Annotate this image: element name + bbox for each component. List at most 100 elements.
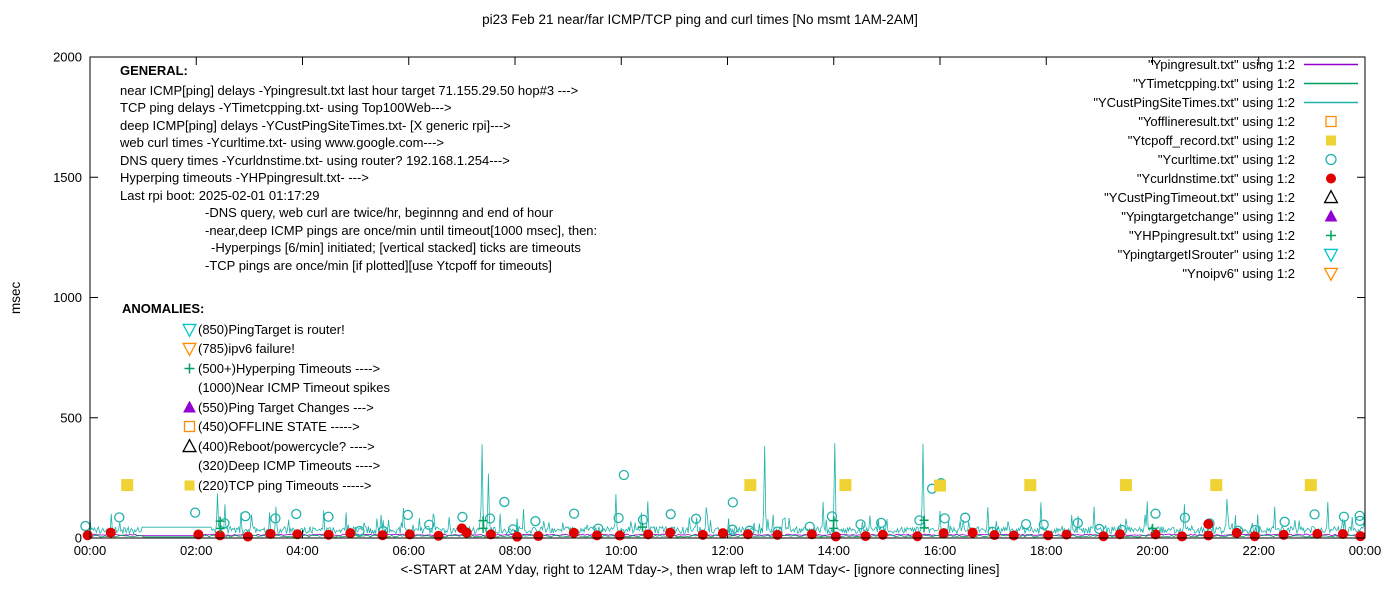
circle-filled-icon <box>242 531 253 542</box>
circle-filled-icon <box>1231 527 1242 538</box>
square-filled-icon <box>839 479 852 492</box>
x-tick-label: 10:00 <box>605 543 638 558</box>
x-tick-label: 16:00 <box>924 543 957 558</box>
triangle-filled-icon <box>182 399 197 416</box>
legend-marker <box>1302 265 1360 282</box>
legend-label: "YCustPingSiteTimes.txt" using 1:2 <box>1093 95 1295 110</box>
circle-open-icon <box>1179 512 1191 523</box>
circle-filled-icon <box>938 528 949 539</box>
circle-filled-icon <box>1008 530 1019 541</box>
x-tick-label: 14:00 <box>817 543 850 558</box>
circle-filled-icon <box>292 529 303 540</box>
circle-filled-icon <box>345 528 356 539</box>
circle-filled-icon <box>533 531 544 542</box>
circle-filled-icon <box>614 530 625 541</box>
y-tick-label: 500 <box>60 410 82 425</box>
legend-marker <box>1302 56 1360 73</box>
square-filled-icon <box>744 479 757 492</box>
triangle-down-open-icon <box>1323 267 1339 282</box>
circle-filled-icon <box>772 529 783 540</box>
circle-filled-icon <box>1326 173 1336 184</box>
circle-filled-icon <box>1114 529 1125 540</box>
circle-open-icon <box>875 517 887 529</box>
anomaly-label: (450)OFFLINE STATE -----> <box>198 419 360 434</box>
plus-icon <box>1148 523 1157 533</box>
legend-item: "Ypingresult.txt" using 1:2 <box>1093 55 1360 74</box>
plus-icon <box>215 516 225 526</box>
plus-icon <box>184 363 195 374</box>
anomalies-block: ANOMALIES: (850)PingTarget is router! (78… <box>122 300 390 495</box>
circle-open-icon <box>484 513 496 524</box>
circle-open-icon <box>1325 153 1337 166</box>
general-line: web curl times -Ycurltime.txt- using www… <box>120 135 445 150</box>
circle-open-icon <box>727 497 738 508</box>
x-tick-label: 18:00 <box>1030 543 1063 558</box>
square-filled-icon <box>1210 479 1223 492</box>
circle-filled-icon <box>697 529 708 540</box>
legend-marker <box>1302 151 1360 168</box>
circle-filled-icon <box>1355 531 1366 542</box>
circle-open-icon <box>80 520 91 532</box>
circle-open-icon <box>826 511 838 522</box>
circle-filled-icon <box>265 528 276 539</box>
triangle-down-open-icon <box>182 343 197 357</box>
x-tick-label: 00:00 <box>1349 543 1382 558</box>
plus-icon <box>638 522 647 532</box>
anomaly-label: (400)Reboot/powercycle? ----> <box>198 438 375 454</box>
plus-icon <box>919 515 929 525</box>
circle-filled-icon <box>989 530 1000 541</box>
no-marker <box>182 379 197 396</box>
circle-open-icon <box>457 511 468 523</box>
legend-item: "Ynoipv6" using 1:2 <box>1093 264 1360 283</box>
circle-filled-icon <box>1312 528 1323 539</box>
anomalies-heading: ANOMALIES: <box>122 301 205 316</box>
circle-filled-icon <box>830 531 841 542</box>
general-line: -Hyperpings [6/min] initiated; [vertical… <box>211 240 581 255</box>
general-line: -DNS query, web curl are twice/hr, begin… <box>205 205 554 220</box>
series-points-hyperping-timeouts <box>215 515 1157 533</box>
anomaly-item: (400)Reboot/powercycle? ----> <box>182 437 390 457</box>
circle-filled-icon <box>912 531 923 542</box>
plus-icon <box>1326 230 1336 241</box>
circle-filled-icon <box>1203 519 1214 530</box>
circle-open-icon <box>291 508 302 520</box>
anomaly-label: (850)PingTarget is router! <box>198 321 345 337</box>
triangle-open-icon <box>1323 189 1339 204</box>
triangle-filled-icon <box>183 400 196 413</box>
circle-filled-icon <box>1326 173 1336 184</box>
circle-filled-icon <box>643 529 654 540</box>
circle-open-icon <box>240 511 251 522</box>
circle-open-icon <box>1279 516 1290 527</box>
circle-open-icon <box>568 508 580 519</box>
legend-label: "Ypingresult.txt" using 1:2 <box>1147 57 1295 72</box>
plus-icon <box>829 523 839 533</box>
legend-marker <box>1302 208 1360 225</box>
anomaly-item: (320)Deep ICMP Timeouts ----> <box>182 456 390 476</box>
circle-filled-icon <box>1203 530 1214 541</box>
legend-item: "YCustPingSiteTimes.txt" using 1:2 <box>1093 93 1360 112</box>
square-open-icon <box>183 421 196 433</box>
legend-item: "Ytcpoff_record.txt" using 1:2 <box>1093 131 1360 150</box>
general-line: Last rpi boot: 2025-02-01 01:17:29 <box>120 187 320 203</box>
legend-label: "Ynoipv6" using 1:2 <box>1182 266 1295 281</box>
legend-item: "YpingtargetISrouter" using 1:2 <box>1093 245 1360 264</box>
plus-icon <box>829 516 839 526</box>
x-tick-label: 04:00 <box>286 543 319 558</box>
anomaly-item: (450)OFFLINE STATE -----> <box>182 417 390 437</box>
legend-marker <box>1302 132 1360 149</box>
square-open-icon <box>182 418 197 435</box>
circle-open-icon <box>190 507 201 518</box>
square-filled-icon <box>184 480 195 491</box>
y-tick-label: 0 <box>75 531 82 546</box>
circle-filled-icon <box>433 530 444 541</box>
legend-label: "Ycurldnstime.txt" using 1:2 <box>1136 171 1295 186</box>
anomaly-item: (1000)Near ICMP Timeout spikes <box>182 378 390 398</box>
circle-filled-icon <box>485 529 496 540</box>
legend-marker <box>1302 75 1360 92</box>
circle-filled-icon <box>1278 529 1289 540</box>
series-points-tcp-ping-timeouts <box>121 479 1317 492</box>
circle-open-icon <box>1150 508 1161 519</box>
y-tick-label: 2000 <box>53 50 82 65</box>
line-sample-icon <box>1304 101 1358 104</box>
